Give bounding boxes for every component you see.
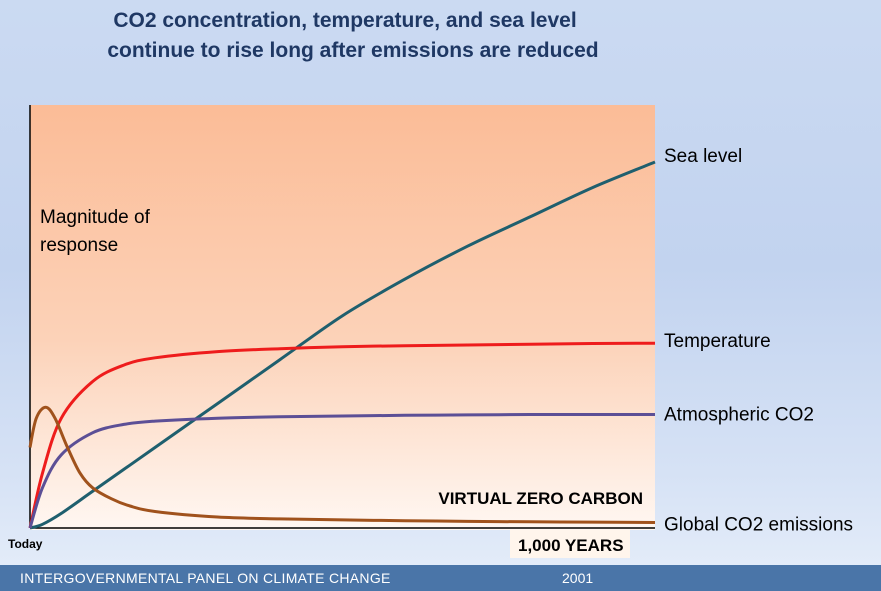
chart-title: CO2 concentration, temperature, and sea … bbox=[0, 6, 690, 66]
title-line-1: CO2 concentration, temperature, and sea … bbox=[113, 9, 577, 32]
footer-year: 2001 bbox=[562, 570, 594, 586]
climate-response-chart: Magnitude of response VIRTUAL ZERO CARBO… bbox=[8, 105, 853, 558]
y-axis-label-line-2: response bbox=[40, 235, 118, 256]
series-line-sea-level bbox=[29, 160, 656, 530]
series-line-temperature bbox=[28, 341, 656, 529]
series-layer bbox=[28, 160, 656, 530]
plot-area bbox=[30, 105, 655, 530]
x-axis-label-box bbox=[510, 530, 630, 558]
footer-bar: INTERGOVERNMENTAL PANEL ON CLIMATE CHANG… bbox=[0, 565, 881, 591]
x-axis-start-label: Today bbox=[8, 537, 43, 551]
footer-organization: INTERGOVERNMENTAL PANEL ON CLIMATE CHANG… bbox=[20, 570, 391, 586]
title-line-2: continue to rise long after emissions ar… bbox=[107, 39, 599, 62]
zero-carbon-annotation: VIRTUAL ZERO CARBON bbox=[438, 489, 643, 508]
x-axis-title: 1,000 YEARS bbox=[518, 536, 624, 555]
series-label-global-co2-emissions: Global CO2 emissions bbox=[664, 515, 853, 536]
y-axis-label-line-1: Magnitude of bbox=[40, 207, 151, 228]
series-line-atmospheric-co2 bbox=[28, 413, 655, 529]
series-labels: Sea level Temperature Atmospheric CO2 Globa… bbox=[664, 146, 853, 536]
series-label-atmospheric-co2: Atmospheric CO2 bbox=[664, 405, 814, 426]
series-label-sea-level: Sea level bbox=[664, 146, 742, 167]
series-line-global-co2-emissions bbox=[28, 405, 656, 524]
series-label-temperature: Temperature bbox=[664, 331, 771, 352]
